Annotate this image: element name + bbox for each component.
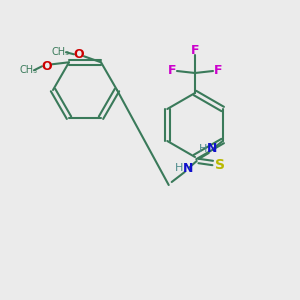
Text: H: H xyxy=(175,163,183,173)
Text: S: S xyxy=(215,158,225,172)
Text: O: O xyxy=(74,48,84,61)
Text: N: N xyxy=(206,142,217,155)
Text: H: H xyxy=(199,144,207,154)
Text: F: F xyxy=(214,64,222,77)
Text: CH₃: CH₃ xyxy=(52,47,70,57)
Text: N: N xyxy=(182,161,193,175)
Text: CH₃: CH₃ xyxy=(20,65,38,75)
Text: O: O xyxy=(42,60,52,73)
Text: F: F xyxy=(191,44,199,56)
Text: F: F xyxy=(168,64,176,77)
